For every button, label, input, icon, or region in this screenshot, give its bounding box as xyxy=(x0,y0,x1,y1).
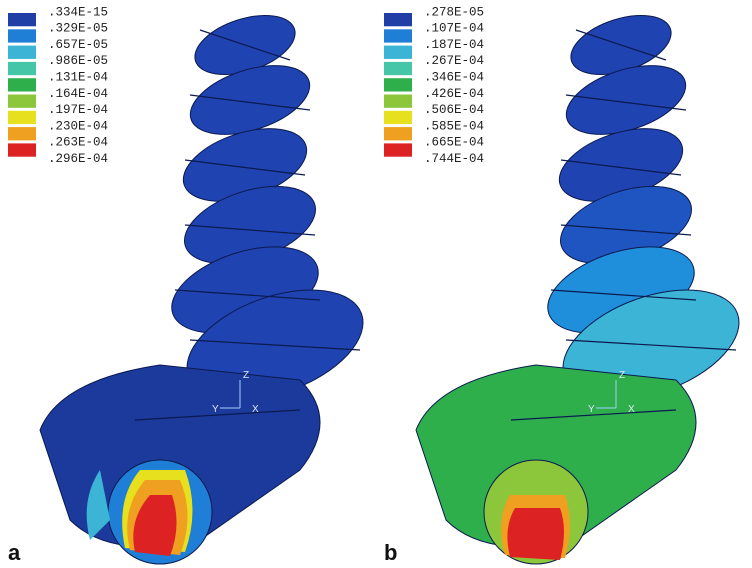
legend-label: .986E-05 xyxy=(48,54,108,68)
legend-label: .506E-04 xyxy=(424,103,484,117)
legend-swatch xyxy=(8,45,36,59)
axis-triad-label: X xyxy=(628,404,635,415)
panel-label: b xyxy=(384,540,397,565)
legend-swatch xyxy=(384,127,412,141)
legend-swatch xyxy=(384,110,412,125)
legend-swatch xyxy=(8,13,36,27)
legend-label: .346E-04 xyxy=(424,70,484,84)
legend-label: .187E-04 xyxy=(424,38,484,52)
legend-swatch xyxy=(384,94,412,108)
legend-label: .585E-04 xyxy=(424,119,484,133)
legend-swatch xyxy=(8,61,36,76)
model-b xyxy=(415,15,740,565)
legend-label: .744E-04 xyxy=(424,152,484,166)
legend-swatch xyxy=(8,127,36,141)
panel-label: a xyxy=(8,540,21,565)
legend-label: .296E-04 xyxy=(48,152,108,166)
legend-swatch xyxy=(384,45,412,59)
axis-triad-label: Z xyxy=(243,370,249,381)
axis-triad-label: Y xyxy=(588,404,595,415)
legend-label: .334E-15 xyxy=(48,5,108,19)
axis-triad-label: Y xyxy=(212,404,219,415)
legend-label: .665E-04 xyxy=(424,136,484,150)
legend-label: .278E-05 xyxy=(424,5,484,19)
legend-swatch xyxy=(384,143,412,157)
model-a xyxy=(39,15,364,565)
legend-label: .329E-05 xyxy=(48,22,108,36)
legend-label: .263E-04 xyxy=(48,136,108,150)
legend-label: .267E-04 xyxy=(424,54,484,68)
legend-label: .131E-04 xyxy=(48,70,108,84)
axis-triad-label: X xyxy=(252,404,259,415)
legend-swatch xyxy=(384,78,412,92)
legend-swatch xyxy=(8,78,36,92)
legend-swatch xyxy=(8,110,36,125)
legend-swatch xyxy=(384,29,412,43)
legend-label: .164E-04 xyxy=(48,87,108,101)
axis-triad-label: Z xyxy=(619,370,625,381)
legend-label: .197E-04 xyxy=(48,103,108,117)
legend-swatch xyxy=(384,13,412,27)
legend-swatch xyxy=(8,143,36,157)
legend-swatch xyxy=(8,29,36,43)
legend-label: .230E-04 xyxy=(48,119,108,133)
legend-swatch xyxy=(8,94,36,108)
legend-label: .657E-05 xyxy=(48,38,108,52)
legend-label: .426E-04 xyxy=(424,87,484,101)
legend-label: .107E-04 xyxy=(424,22,484,36)
legend-swatch xyxy=(384,61,412,76)
